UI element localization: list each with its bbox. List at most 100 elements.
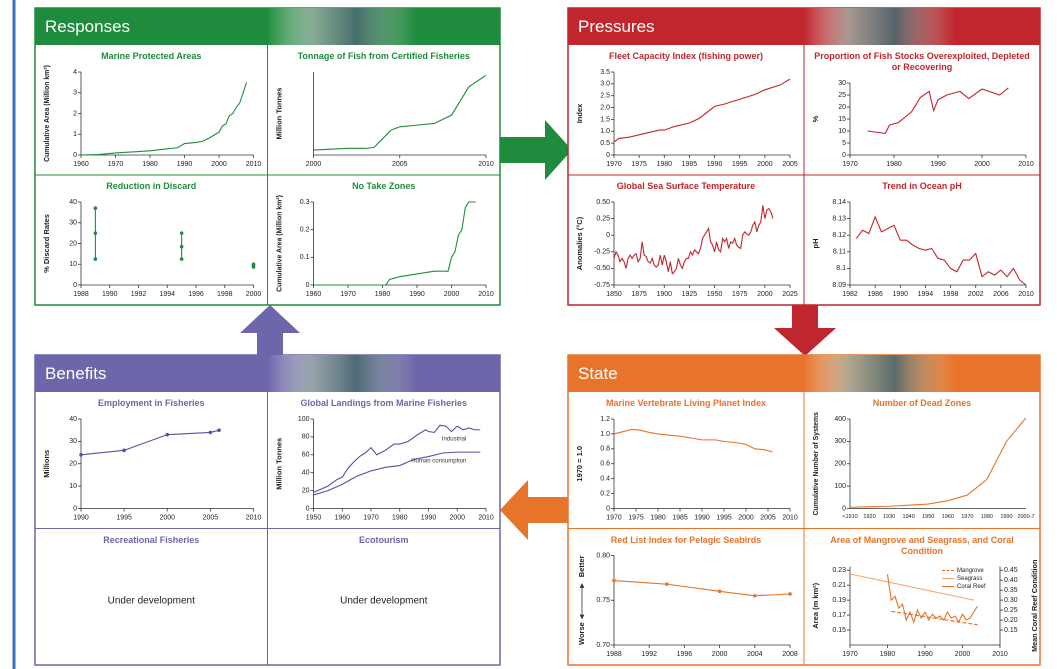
series-label: Industrial	[442, 436, 466, 442]
x-tick-label: 1950	[707, 291, 723, 298]
legend-label: Seagrass	[957, 576, 982, 582]
y-tick-label: 20	[69, 240, 77, 247]
y-axis-label: Cumulative Number of Systems	[813, 412, 820, 515]
x-tick-label: 2010	[246, 514, 262, 521]
series-line	[855, 215, 1027, 286]
y-tick-label: 1	[73, 131, 77, 138]
x-tick-label: 2005	[392, 161, 408, 168]
y-tick-label: 200	[834, 461, 846, 468]
point	[93, 206, 98, 211]
y-tick-label: 20	[302, 487, 310, 494]
x-tick-label: 1950	[306, 514, 322, 521]
y-tick-label: 0.8	[600, 446, 610, 453]
point	[753, 593, 757, 598]
y-tick-label: 0	[73, 282, 77, 289]
y-tick-label: 0	[606, 152, 610, 159]
chart-title: Global Sea Surface Temperature	[616, 181, 756, 191]
y-tick-label: 0.2	[600, 490, 610, 497]
x-tick-label: 2000	[757, 291, 773, 298]
x-tick-label: 1995	[116, 514, 132, 521]
x-tick-label: 2004	[747, 651, 763, 658]
x-tick-label: 2025	[782, 291, 798, 298]
y-tick-label: 1.0	[600, 431, 610, 438]
y-tick-label: 8.14	[832, 199, 846, 206]
x-tick-label: 2010	[1018, 161, 1034, 168]
x-tick-label: 1982	[842, 291, 858, 298]
x-tick-label: 2010	[478, 291, 494, 298]
chart-title: Proportion of Fish Stocks Overexploited,…	[814, 51, 1030, 72]
x-tick-label: 1930	[883, 514, 895, 520]
header-photo	[804, 355, 956, 392]
series-line	[313, 201, 476, 286]
point	[217, 428, 221, 432]
header-photo	[267, 355, 417, 392]
panel-title: Responses	[45, 17, 130, 36]
placeholder-text: Under development	[340, 595, 427, 606]
series-line	[313, 424, 481, 493]
y-tick-label: 8.09	[832, 282, 846, 289]
series-line	[867, 87, 1009, 134]
y-axis-label: Cumulative Area (Million km²)	[276, 195, 283, 292]
y-tick-label: 0.50	[596, 199, 610, 206]
y-tick-label: 0.5	[600, 140, 610, 147]
y-tick-label: 0.25	[596, 215, 610, 222]
y-tick-label: 0.3	[300, 199, 310, 206]
y-axis-label: Million Tonnes	[274, 88, 283, 140]
x-tick-label: 1998	[943, 291, 959, 298]
series-label: Human consumption	[411, 459, 466, 465]
series-line	[613, 78, 791, 143]
point	[179, 257, 184, 261]
y2-tick-label: 0.35	[1004, 587, 1018, 594]
chart-title: Area of Mangrove and Seagrass, and Coral…	[830, 534, 1014, 556]
series-line	[613, 428, 773, 453]
x-tick-label: 1995	[732, 161, 748, 168]
x-tick-label: 2005	[203, 514, 219, 521]
arrow-right	[500, 120, 572, 180]
point	[93, 257, 98, 261]
arrow-down	[774, 305, 836, 356]
y-tick-label: 8.12	[832, 232, 846, 239]
y-tick-label: 10	[838, 128, 846, 135]
x-tick-label: 1970	[961, 514, 973, 520]
header-photo	[267, 8, 417, 45]
arrow-up	[240, 305, 300, 356]
point	[665, 582, 669, 586]
x-tick-label: 1980	[392, 514, 408, 521]
x-tick-label: 2000	[211, 161, 227, 168]
chart-title: Ecotourism	[358, 534, 409, 545]
y-tick-label: 0.21	[832, 582, 846, 589]
x-tick-label: 1985	[682, 161, 698, 168]
series-line	[613, 205, 774, 275]
x-tick-label: 1990	[892, 291, 908, 298]
y-tick-label: 0.17	[832, 612, 846, 619]
x-tick-label: 2000	[306, 161, 322, 168]
x-tick-label: 1940	[903, 514, 915, 520]
y-tick-label: 100	[298, 416, 310, 423]
y2-tick-label: 0.20	[1004, 617, 1018, 624]
placeholder-text: Under development	[108, 595, 195, 606]
x-tick-label: 1875	[631, 291, 647, 298]
x-tick-label: <1910	[842, 514, 857, 520]
x-tick-label: 2000	[955, 651, 971, 658]
y2-tick-label: 0.40	[1004, 577, 1018, 584]
x-tick-label: 1975	[631, 161, 647, 168]
arrow-left	[500, 480, 570, 540]
y-tick-label: -0.25	[594, 249, 610, 256]
point	[122, 448, 126, 453]
x-tick-label: 2000	[757, 161, 773, 168]
chart-title: Marine Protected Areas	[101, 51, 202, 61]
x-tick-label: 1990	[421, 514, 437, 521]
chart-title: Number of Dead Zones	[872, 398, 972, 408]
y-tick-label: 300	[834, 438, 846, 445]
y-tick-label: 80	[302, 434, 310, 441]
series-line	[849, 417, 1027, 508]
series-line	[886, 574, 978, 624]
x-tick-label: 1980	[142, 161, 158, 168]
x-tick-label: 1995	[716, 514, 732, 521]
y-tick-label: 1.5	[600, 116, 610, 123]
y-tick-label: 40	[69, 199, 77, 206]
y-tick-label: 2.0	[600, 104, 610, 111]
x-tick-label: 2005	[782, 161, 798, 168]
chart-title: Reduction in Discard	[106, 181, 197, 191]
y-tick-label: 0.75	[596, 597, 610, 604]
